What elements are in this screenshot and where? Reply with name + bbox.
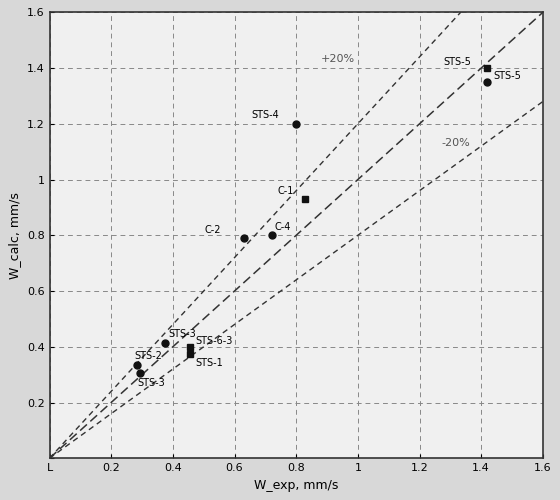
Text: C-4: C-4 [274, 222, 291, 232]
Text: STS-1: STS-1 [195, 358, 223, 368]
Text: STS-3: STS-3 [168, 329, 195, 339]
Text: C-1: C-1 [278, 186, 294, 196]
Text: STS-5: STS-5 [443, 58, 471, 68]
Text: C-2: C-2 [205, 224, 221, 234]
Y-axis label: W_calc, mm/s: W_calc, mm/s [8, 192, 21, 278]
Text: -20%: -20% [441, 138, 470, 148]
Text: +20%: +20% [321, 54, 355, 64]
Text: STS-6-3: STS-6-3 [195, 336, 233, 346]
Text: STS-2: STS-2 [134, 352, 162, 362]
Text: STS-3: STS-3 [138, 378, 165, 388]
X-axis label: W_exp, mm/s: W_exp, mm/s [254, 478, 338, 492]
Text: STS-5: STS-5 [493, 71, 521, 81]
Text: STS-4: STS-4 [252, 110, 279, 120]
